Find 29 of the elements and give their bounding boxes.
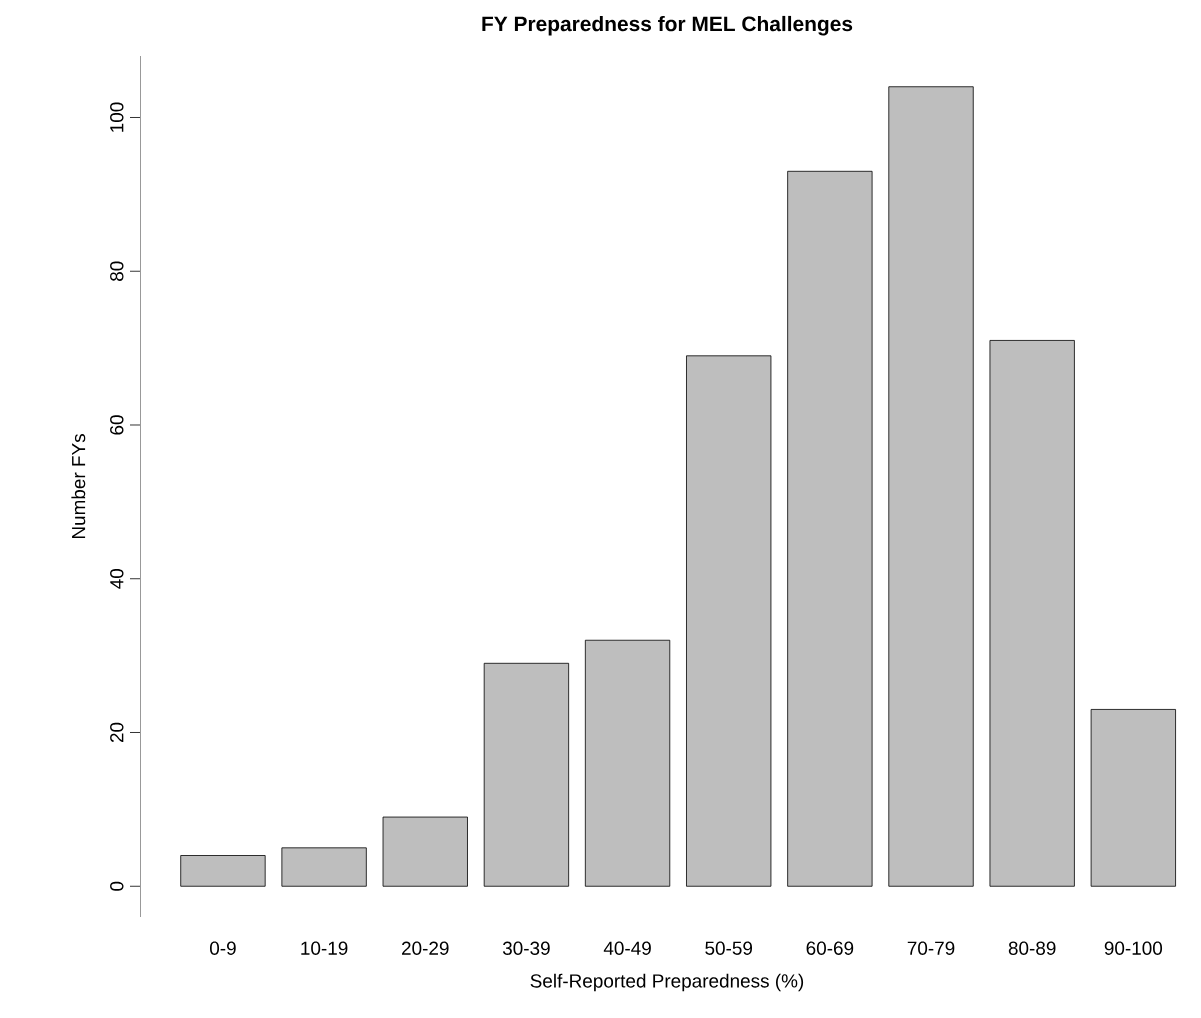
bar [180, 855, 266, 887]
bar [584, 639, 671, 887]
y-tick-label: 60 [110, 415, 124, 435]
x-tick-label: 60-69 [806, 941, 854, 955]
bar [787, 170, 873, 887]
x-axis-title: Self-Reported Preparedness (%) [530, 973, 804, 992]
y-tick-label: 40 [110, 568, 124, 589]
y-tick-label: 0 [110, 881, 124, 891]
bar [1090, 709, 1176, 887]
y-tick-label: 20 [110, 722, 124, 743]
x-tick-label: 20-29 [402, 941, 449, 955]
bar [483, 662, 570, 887]
x-tick-label: 50-59 [705, 941, 753, 955]
x-tick-label: 70-79 [907, 941, 955, 955]
x-tick-label: 30-39 [502, 941, 550, 955]
bar [686, 355, 772, 887]
x-tick-label: 40-49 [603, 941, 651, 955]
x-tick-label: 90-100 [1104, 941, 1163, 955]
bar [888, 86, 974, 887]
y-tick-label: 80 [110, 261, 124, 281]
bar [989, 340, 1075, 887]
chart-title: FY Preparedness for MEL Challenges [482, 15, 853, 36]
x-tick-label: 10-19 [301, 941, 348, 955]
x-tick-label: 80-89 [1008, 941, 1056, 955]
y-tick-label: 100 [110, 102, 124, 132]
y-axis-title: Number FYs [71, 434, 86, 539]
x-tick-label: 0-9 [210, 941, 236, 955]
bar [382, 816, 468, 887]
bar [281, 847, 367, 887]
